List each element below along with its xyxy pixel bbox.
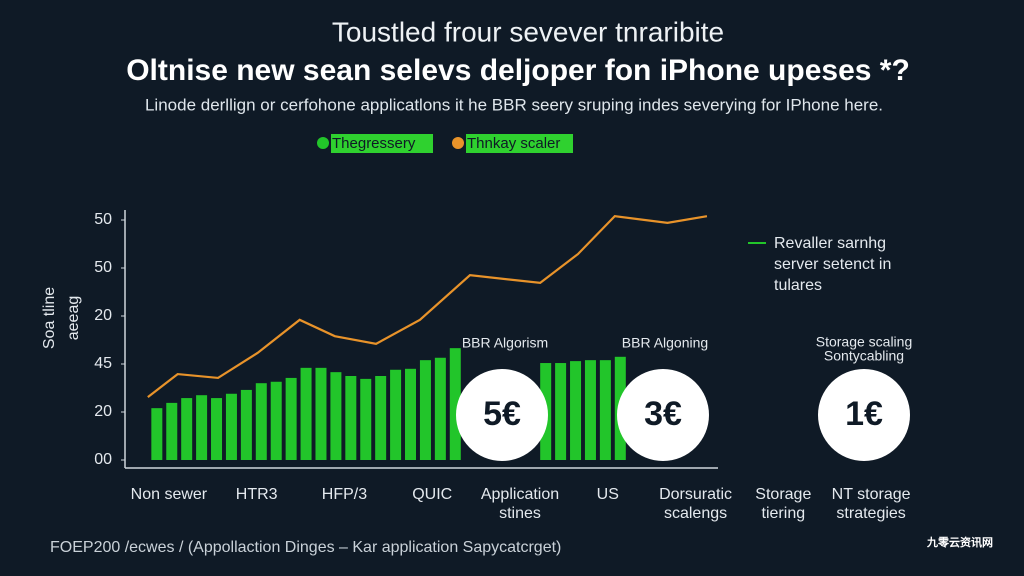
bar [584,360,596,460]
badge-label: 1€ [845,395,883,433]
legend-label: Thegressery [332,135,416,152]
watermark: 九零云资讯网 [926,535,993,549]
x-tick-label: NT storage [832,486,911,503]
legend-label: Thnkay scaler [467,135,560,152]
bar [240,389,252,460]
bar [285,377,297,460]
legend-highlight [331,134,433,153]
bar [181,398,193,460]
supertitle: Toustled frour sevever tnraribite [332,16,724,47]
annotation: Sontycabling [824,348,904,364]
x-tick-label: QUIC [412,486,452,503]
x-tick-label: stines [499,505,541,522]
x-tick-label: US [597,486,619,503]
bar [255,383,267,460]
bar [390,369,402,460]
badge-label: 5€ [483,395,521,433]
bar [330,372,342,460]
x-tick-label: Storage [755,486,811,503]
bar [434,357,446,460]
x-tick-label: Dorsuratic [659,486,732,503]
badge-circle [456,369,548,461]
bar [555,363,567,460]
badge-circle [617,369,709,461]
chart-subtitle: Linode derllign or cerfohone applicatlon… [145,95,883,114]
bar [599,360,611,460]
bar [345,376,357,460]
side-note: tulares [774,277,822,294]
x-tick-label: HTR3 [236,486,278,503]
y-tick-label: 50 [94,259,112,276]
bar [166,402,178,460]
badge-circle [818,369,910,461]
legend-highlight [466,134,573,153]
annotation: Storage scaling [816,334,913,350]
y-tick-label: 50 [94,211,112,228]
bar [449,348,461,460]
bar [570,361,582,460]
bar [375,376,387,460]
bar [315,367,327,460]
y-tick-label: 00 [94,451,112,468]
bar [419,360,431,460]
y-axis-label: Soa tline [41,287,58,349]
y-tick-label: 20 [94,403,112,420]
footer: FOEP200 /ecwes / (Appollaction Dinges – … [50,539,561,556]
x-tick-label: strategies [836,505,905,522]
x-tick-label: HFP/3 [322,486,367,503]
bar [360,378,372,460]
bar [225,393,237,460]
y-axis-label: aeeag [65,296,82,341]
legend-swatch [452,137,464,149]
annotation: BBR Algorism [462,335,548,351]
bar [196,395,208,460]
legend-swatch [317,137,329,149]
side-note: server setenct in [774,256,891,273]
line [147,214,708,398]
x-tick-label: scalengs [664,505,727,522]
annotation: BBR Algoning [622,335,708,351]
badge-label: 3€ [644,395,682,433]
y-tick-label: 20 [94,307,112,324]
x-tick-label: Application [481,486,559,503]
bar [300,367,312,460]
bar [151,408,163,460]
y-tick-label: 45 [94,355,112,372]
bar [211,398,223,460]
bar [405,368,417,460]
side-note: Revaller sarnhg [774,235,886,252]
bar [270,381,282,460]
x-tick-label: Non sewer [131,486,208,503]
x-tick-label: tiering [762,505,806,522]
chart-title: Oltnise new sean selevs deljoper fon iPh… [126,54,910,87]
